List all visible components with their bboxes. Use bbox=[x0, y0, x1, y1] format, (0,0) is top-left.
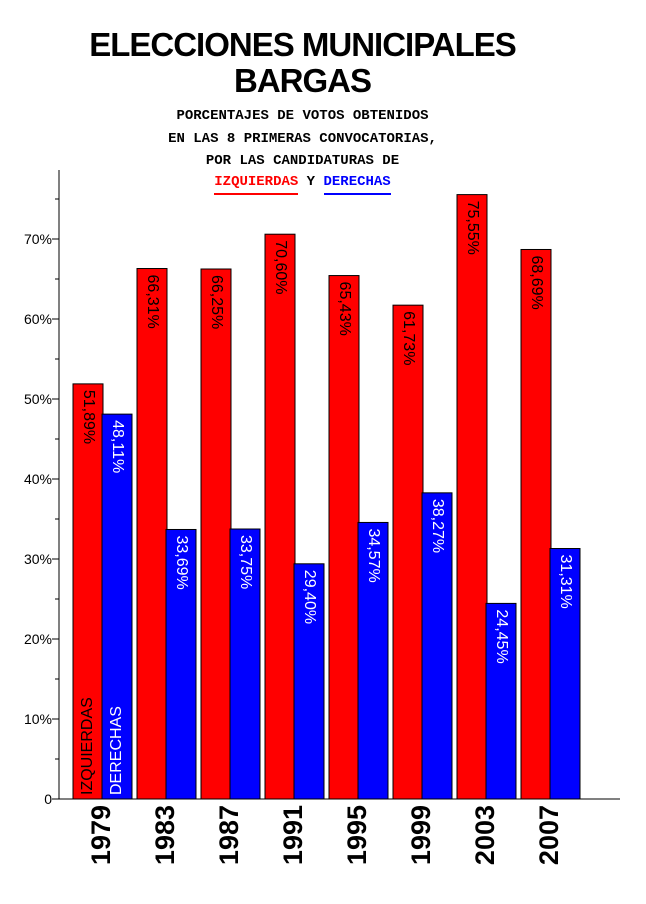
bar-izquierdas bbox=[200, 268, 232, 800]
category-label: 1983 bbox=[150, 805, 180, 865]
legend: IZQUIERDAS Y DERECHAS bbox=[0, 174, 605, 195]
value-label-izquierdas: 51,89% bbox=[80, 390, 97, 444]
legend-izquierdas: IZQUIERDAS bbox=[214, 174, 299, 195]
chart-title-line1: ELECCIONES MUNICIPALES bbox=[89, 26, 517, 63]
y-tick-label: 30% bbox=[24, 551, 52, 567]
bar-derechas bbox=[101, 413, 133, 800]
value-label-derechas: 33,75% bbox=[237, 535, 254, 589]
value-label-derechas: 34,57% bbox=[365, 528, 382, 582]
value-label-izquierdas: 68,69% bbox=[528, 255, 545, 309]
category-label: 2003 bbox=[470, 805, 500, 865]
bar-derechas bbox=[357, 521, 389, 800]
y-tick-label: 50% bbox=[24, 391, 52, 407]
bar-izquierdas bbox=[392, 304, 424, 800]
legend-derechas: DERECHAS bbox=[323, 174, 391, 195]
y-tick-label: 60% bbox=[24, 311, 52, 327]
bar-izquierdas bbox=[456, 194, 488, 800]
bar-derechas bbox=[293, 563, 325, 800]
value-label-derechas: 29,40% bbox=[301, 570, 318, 624]
value-label-izquierdas: 66,31% bbox=[144, 275, 161, 329]
value-label-izquierdas: 75,55% bbox=[464, 201, 481, 255]
y-tick-label: 0 bbox=[44, 791, 52, 807]
category-label: 1991 bbox=[278, 805, 308, 865]
in-bar-label-izquierdas: IZQUIERDAS bbox=[79, 697, 96, 795]
y-tick-label: 40% bbox=[24, 471, 52, 487]
category-label: 1979 bbox=[86, 805, 116, 865]
bar-izquierdas bbox=[72, 383, 104, 800]
bar-derechas bbox=[165, 528, 197, 800]
bar-derechas bbox=[485, 602, 517, 800]
bar-izquierdas bbox=[264, 233, 296, 800]
category-label: 2007 bbox=[534, 805, 564, 865]
value-label-izquierdas: 65,43% bbox=[336, 282, 353, 336]
value-label-derechas: 48,11% bbox=[109, 420, 126, 473]
legend-connector: Y bbox=[298, 174, 324, 190]
subtitle-line1: PORCENTAJES DE VOTOS OBTENIDOS bbox=[176, 108, 429, 124]
bar-izquierdas bbox=[136, 268, 168, 800]
value-label-derechas: 38,27% bbox=[429, 499, 446, 553]
bar-derechas bbox=[229, 528, 261, 800]
value-label-derechas: 24,45% bbox=[493, 609, 510, 663]
value-label-izquierdas: 66,25% bbox=[208, 275, 225, 329]
y-tick-label: 70% bbox=[24, 231, 52, 247]
value-label-izquierdas: 61,73% bbox=[400, 311, 417, 365]
subtitle-line3: POR LAS CANDIDATURAS DE bbox=[205, 153, 400, 169]
value-label-derechas: 31,31% bbox=[557, 555, 574, 609]
bar-derechas bbox=[421, 492, 453, 800]
y-tick-label: 20% bbox=[24, 631, 52, 647]
bar-izquierdas bbox=[328, 275, 360, 800]
value-label-izquierdas: 70,60% bbox=[272, 240, 289, 294]
bar-derechas bbox=[549, 548, 581, 800]
subtitle-line2: EN LAS 8 PRIMERAS CONVOCATORIAS, bbox=[168, 131, 437, 147]
bar-izquierdas bbox=[520, 248, 552, 800]
value-label-derechas: 33,69% bbox=[173, 535, 190, 589]
chart-title-line2: BARGAS bbox=[233, 62, 372, 99]
category-label: 1995 bbox=[342, 805, 372, 865]
category-label: 1987 bbox=[214, 805, 244, 865]
in-bar-label-derechas: DERECHAS bbox=[108, 706, 125, 795]
y-tick-label: 10% bbox=[24, 711, 52, 727]
category-label: 1999 bbox=[406, 805, 436, 865]
